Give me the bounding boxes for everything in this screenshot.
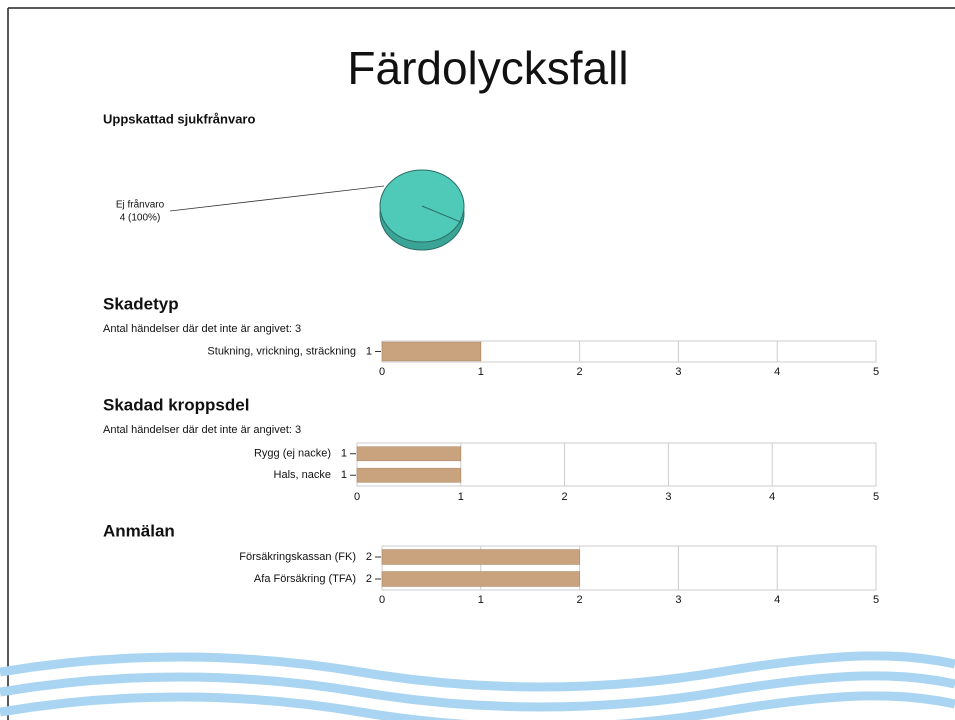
x-tick-label: 2: [562, 491, 568, 503]
value-label: 2: [366, 551, 372, 563]
y-category-label: Försäkringskassan (FK): [239, 551, 356, 563]
x-tick-label: 2: [577, 594, 583, 606]
pie-label: Ej frånvaro: [116, 199, 165, 211]
chart-title: Skadetyp: [103, 294, 179, 313]
chart-title: Uppskattad sjukfrånvaro: [103, 111, 255, 126]
x-tick-label: 5: [873, 366, 879, 378]
value-label: 1: [366, 345, 372, 357]
y-category-label: Afa Försäkring (TFA): [254, 573, 356, 585]
value-label: 1: [341, 469, 347, 481]
x-tick-label: 0: [379, 366, 385, 378]
value-label: 2: [366, 573, 372, 585]
chart-title: Skadad kroppsdel: [103, 395, 249, 414]
bar: [382, 342, 481, 361]
chart-subtitle: Antal händelser där det inte är angivet:…: [103, 323, 301, 335]
x-tick-label: 5: [873, 594, 879, 606]
slide-title: Färdolycksfall: [347, 42, 628, 94]
x-tick-label: 5: [873, 491, 879, 503]
x-tick-label: 1: [478, 366, 484, 378]
bar: [382, 550, 580, 565]
x-tick-label: 3: [675, 594, 681, 606]
chart-subtitle: Antal händelser där det inte är angivet:…: [103, 424, 301, 436]
x-tick-label: 4: [774, 366, 780, 378]
x-tick-label: 4: [774, 594, 780, 606]
x-tick-label: 4: [769, 491, 775, 503]
slide: Färdolycksfall Uppskattad sjukfrånvaro Ej…: [0, 0, 955, 720]
bar: [357, 468, 461, 482]
waves: [0, 656, 955, 720]
x-tick-label: 1: [478, 594, 484, 606]
pie-value-label: 4 (100%): [120, 213, 161, 224]
y-category-label: Stukning, vrickning, sträckning: [207, 345, 356, 357]
x-tick-label: 1: [458, 491, 464, 503]
bar: [382, 572, 580, 587]
x-tick-label: 3: [675, 366, 681, 378]
value-label: 1: [341, 448, 347, 460]
x-tick-label: 0: [379, 594, 385, 606]
bar: [357, 447, 461, 461]
x-tick-label: 3: [665, 491, 671, 503]
y-category-label: Hals, nacke: [274, 469, 331, 481]
x-tick-label: 0: [354, 491, 360, 503]
chart-title: Anmälan: [103, 521, 175, 540]
leader-line: [170, 186, 384, 211]
y-category-label: Rygg (ej nacke): [254, 448, 331, 460]
x-tick-label: 2: [577, 366, 583, 378]
